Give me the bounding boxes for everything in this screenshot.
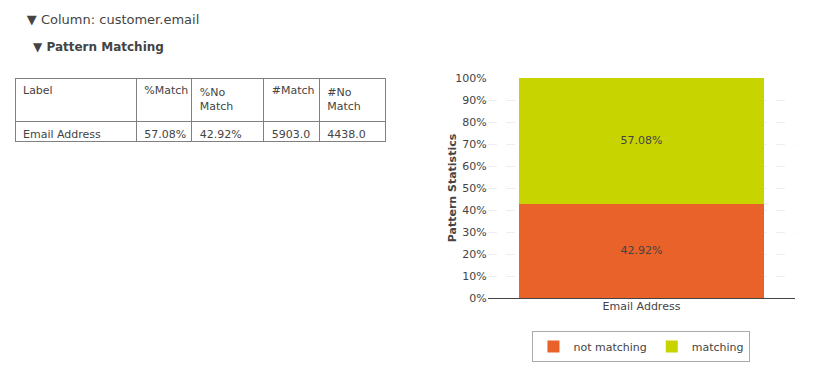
svg-text:Email Address: Email Address xyxy=(603,300,681,313)
svg-text:80%: 80% xyxy=(462,116,486,129)
svg-text:4438.0: 4438.0 xyxy=(327,128,366,141)
svg-text:70%: 70% xyxy=(462,138,486,151)
svg-text:10%: 10% xyxy=(462,270,486,283)
svg-text:42.92%: 42.92% xyxy=(620,244,662,257)
svg-text:50%: 50% xyxy=(462,182,486,195)
svg-text:100%: 100% xyxy=(455,72,486,85)
svg-text:not matching: not matching xyxy=(573,341,646,354)
svg-text:30%: 30% xyxy=(462,226,486,239)
svg-text:▼ Pattern Matching: ▼ Pattern Matching xyxy=(33,40,164,54)
svg-text:#NoMatch: #NoMatch xyxy=(327,86,361,113)
svg-text:%NoMatch: %NoMatch xyxy=(200,86,234,113)
svg-text:Pattern Statistics: Pattern Statistics xyxy=(446,133,459,242)
svg-text:0%: 0% xyxy=(469,292,486,305)
svg-text:20%: 20% xyxy=(462,248,486,261)
svg-text:#Match: #Match xyxy=(272,84,315,97)
svg-text:matching: matching xyxy=(692,341,744,354)
svg-text:Label: Label xyxy=(23,84,53,97)
svg-text:40%: 40% xyxy=(462,204,486,217)
svg-text:%Match: %Match xyxy=(144,84,188,97)
svg-text:90%: 90% xyxy=(462,94,486,107)
svg-text:Email Address: Email Address xyxy=(23,128,101,141)
svg-text:60%: 60% xyxy=(462,160,486,173)
svg-text:▼ Column: customer.email: ▼ Column: customer.email xyxy=(27,12,199,27)
svg-text:57.08%: 57.08% xyxy=(620,134,662,147)
svg-text:42.92%: 42.92% xyxy=(200,128,242,141)
svg-text:57.08%: 57.08% xyxy=(144,128,186,141)
svg-text:5903.0: 5903.0 xyxy=(272,128,311,141)
